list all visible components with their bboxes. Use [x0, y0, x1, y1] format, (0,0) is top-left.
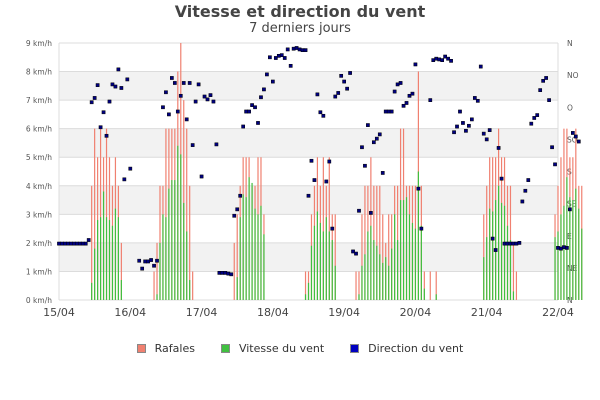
x-tick-label: 18/04: [257, 306, 289, 319]
y-tick-label: 2 km/h: [26, 239, 52, 248]
legend-item-direction[interactable]: Direction du vent: [350, 342, 463, 355]
legend-label-speed: Vitesse du vent: [238, 342, 325, 355]
y-tick-label: 6 km/h: [26, 125, 52, 134]
x-tick-label: 20/04: [400, 306, 432, 319]
y-tick-label: 3 km/h: [26, 210, 52, 219]
x-axis: 15/04 16/04 17/04 18/04 19/04 20/04 21/04 22/04: [43, 306, 574, 319]
y-tick-label: 8 km/h: [26, 68, 52, 77]
legend-label-direction: Direction du vent: [368, 342, 464, 355]
y-tick-label: 1 km/h: [26, 267, 52, 276]
y2-tick-label: N: [567, 39, 573, 48]
speed-bars: [91, 145, 583, 300]
y-axis-left: 0 km/h 1 km/h 2 km/h 3 km/h 4 km/h 5 km/h 6 km…: [26, 39, 52, 305]
y-tick-label: 7 km/h: [26, 96, 52, 105]
y-tick-label: 4 km/h: [26, 182, 52, 191]
x-tick-label: 22/04: [542, 306, 574, 319]
y-tick-label: 5 km/h: [26, 153, 52, 162]
y-tick-label: 9 km/h: [26, 39, 52, 48]
x-tick-label: 19/04: [328, 306, 360, 319]
y2-tick-label: N: [567, 296, 573, 305]
wind-chart: 0 km/h 1 km/h 2 km/h 3 km/h 4 km/h 5 km/h 6 km…: [26, 39, 583, 319]
legend-item-speed[interactable]: Vitesse du vent: [220, 342, 325, 355]
y2-tick-label: O: [567, 103, 573, 112]
grid-bands: [58, 42, 559, 301]
chart-subtitle: 7 derniers jours: [249, 21, 351, 36]
chart-title: Vitesse et direction du vent: [174, 2, 426, 21]
x-tick-label: 16/04: [114, 306, 146, 319]
y2-tick-label: SO: [567, 135, 578, 144]
x-tick-label: 21/04: [471, 306, 503, 319]
y-tick-label: 0 km/h: [26, 296, 52, 305]
x-tick-label: 15/04: [43, 306, 75, 319]
direction-points: [57, 46, 581, 277]
y2-tick-label: SE: [567, 200, 577, 209]
legend-label-gusts: Rafales: [154, 342, 195, 355]
legend-item-gusts[interactable]: Rafales: [136, 342, 195, 355]
x-tick-label: 17/04: [186, 306, 218, 319]
legend-swatch-gusts: [136, 344, 146, 353]
y2-tick-label: NO: [567, 71, 579, 80]
legend-swatch-direction: [350, 344, 360, 353]
legend-swatch-speed: [220, 344, 230, 353]
legend: Rafales Vitesse du vent Direction du ven…: [0, 342, 600, 355]
